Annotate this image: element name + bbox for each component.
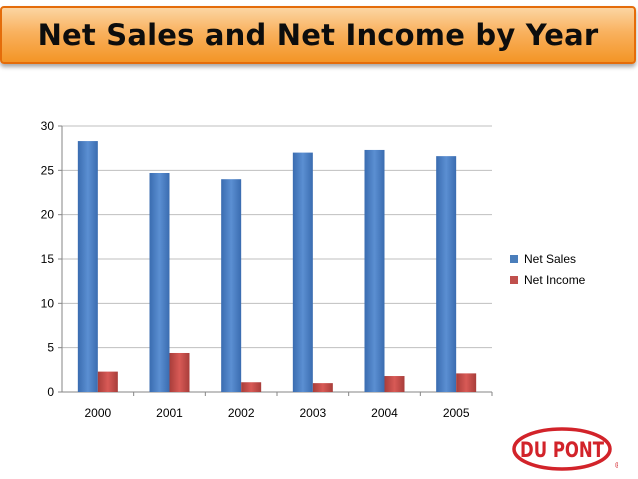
legend-item-net-sales: Net Sales <box>510 248 585 269</box>
bar-net-income <box>97 371 118 392</box>
x-tick-label: 2001 <box>156 406 183 420</box>
x-tick-label: 2004 <box>371 406 398 420</box>
bar-net-sales <box>149 172 170 392</box>
bar-net-sales <box>221 179 242 392</box>
x-tick-label: 2002 <box>228 406 255 420</box>
bar-net-sales <box>436 156 457 392</box>
chart-title: Net Sales and Net Income by Year <box>37 18 599 52</box>
x-tick-label: 2005 <box>443 406 470 420</box>
legend-label-net-sales: Net Sales <box>524 251 577 266</box>
legend-item-net-income: Net Income <box>510 269 585 290</box>
bar-net-income <box>169 352 190 392</box>
legend-label-net-income: Net Income <box>524 272 586 287</box>
bar-net-income <box>241 382 262 392</box>
svg-text:®: ® <box>614 461 618 470</box>
legend: Net Sales Net Income <box>510 248 585 290</box>
dupont-logo: DU PONT ® <box>512 427 618 471</box>
y-tick-label: 20 <box>41 208 55 222</box>
y-tick-label: 15 <box>41 252 55 266</box>
y-tick-label: 30 <box>41 119 55 133</box>
legend-swatch-net-sales <box>510 254 518 263</box>
y-tick-label: 0 <box>47 385 54 399</box>
tick-labels: 0 5 10 15 20 25 30 2000 2001 2002 2003 2004 2005 <box>41 119 470 420</box>
bar-net-income <box>312 383 333 392</box>
bar-net-sales <box>77 141 98 392</box>
gridlines <box>58 125 493 396</box>
x-tick-label: 2003 <box>299 406 326 420</box>
bar-net-sales <box>292 152 313 392</box>
bars <box>77 141 477 392</box>
x-tick-label: 2000 <box>84 406 111 420</box>
bar-net-income <box>384 376 405 392</box>
bar-net-sales <box>364 149 385 392</box>
y-tick-label: 10 <box>41 296 55 310</box>
legend-swatch-net-income <box>510 275 518 284</box>
y-tick-label: 25 <box>41 163 55 177</box>
bar-net-income <box>456 373 477 392</box>
title-banner: Net Sales and Net Income by Year <box>0 6 636 64</box>
svg-text:DU PONT: DU PONT <box>520 438 605 462</box>
y-tick-label: 5 <box>47 341 54 355</box>
